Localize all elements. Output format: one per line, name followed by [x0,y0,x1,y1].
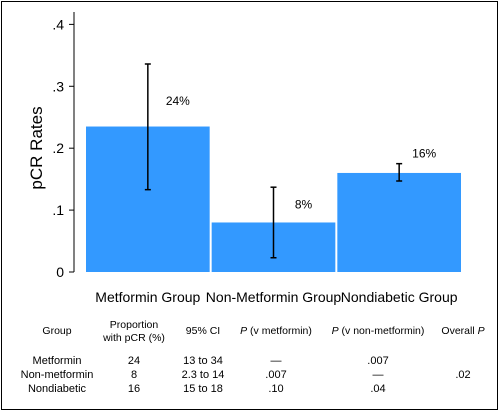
data-label: 24% [166,94,190,108]
category-label: Non-Metformin Group [206,289,342,305]
y-tick-label: .4 [52,16,64,32]
y-tick-label: .2 [52,140,64,156]
y-tick-label: 0 [56,264,64,280]
y-tick-label: .1 [52,202,64,218]
y-axis-label: pCR Rates [27,106,46,189]
y-tick-label: .3 [52,78,64,94]
data-label: 8% [295,197,313,211]
bar [337,172,461,272]
data-label: 16% [412,146,436,160]
category-label: Nondiabetic Group [341,289,458,305]
category-label: Metformin Group [95,289,200,305]
